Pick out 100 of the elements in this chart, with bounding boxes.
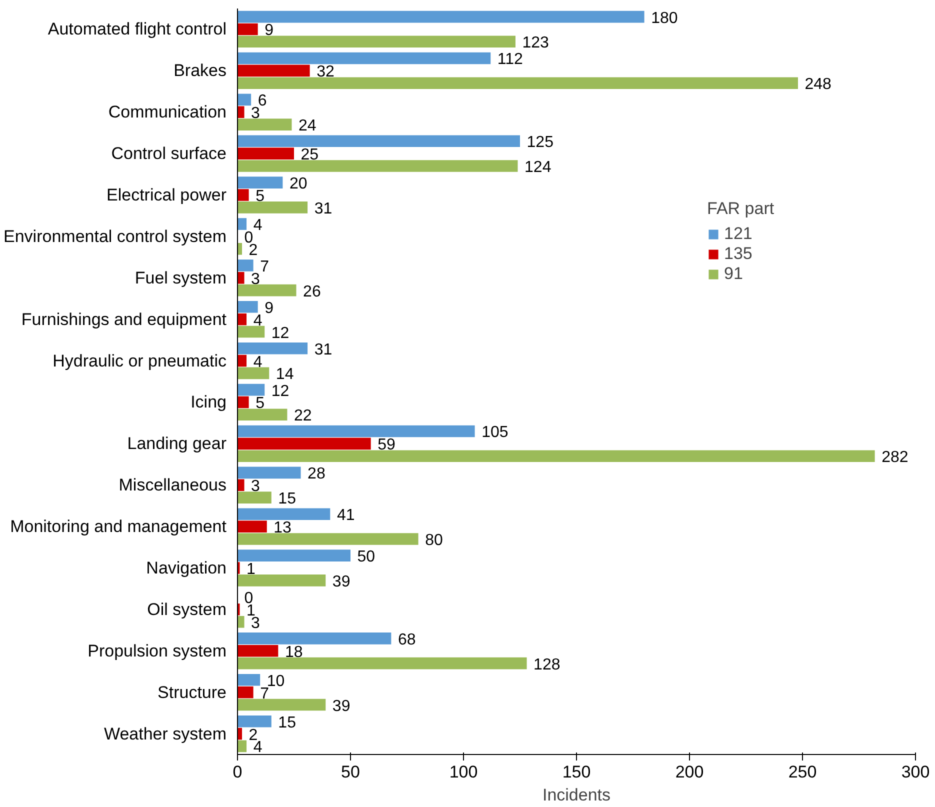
data-label: 31 <box>314 341 332 358</box>
y-tick-label: Environmental control system <box>4 226 227 246</box>
y-tick-label: Brakes <box>174 61 227 80</box>
bar <box>238 52 491 64</box>
data-label: 248 <box>804 76 832 94</box>
data-label: 39 <box>332 698 350 715</box>
bar <box>238 94 252 106</box>
bar <box>238 632 392 644</box>
bar <box>238 284 296 296</box>
y-tick-label: Propulsion system <box>88 641 226 660</box>
x-tick-label: 0 <box>232 762 242 782</box>
data-label: 282 <box>882 449 908 466</box>
data-label: 112 <box>497 51 524 68</box>
bar <box>238 715 272 728</box>
y-tick-label: Communication <box>108 102 227 122</box>
data-label: 28 <box>308 466 326 483</box>
x-tick-label: 100 <box>449 762 478 782</box>
y-tick-label: Oil system <box>147 600 227 619</box>
data-label: 39 <box>332 573 350 590</box>
data-label: 32 <box>316 64 334 81</box>
data-label: 26 <box>303 283 321 300</box>
y-tick-label: Electrical power <box>106 186 227 204</box>
bar <box>238 438 371 450</box>
bar <box>238 686 254 698</box>
y-tick-label: Hydraulic or pneumatic <box>52 351 227 370</box>
y-tick-label: Automated flight control <box>48 20 227 39</box>
data-label: 25 <box>300 146 319 164</box>
bar <box>238 106 244 118</box>
y-tick-label: Icing <box>190 392 227 412</box>
data-label: 3 <box>251 105 260 122</box>
data-label: 4 <box>253 354 262 371</box>
data-label: 13 <box>274 520 292 537</box>
data-label: 4 <box>253 217 262 234</box>
bar <box>238 176 283 188</box>
bar <box>238 342 308 354</box>
bar <box>238 533 418 545</box>
bar <box>238 508 330 520</box>
y-tick-label: Control surface <box>111 144 227 164</box>
bar <box>238 492 272 504</box>
data-label: 123 <box>522 34 550 52</box>
data-label: 5 <box>256 395 265 412</box>
bar <box>238 23 258 36</box>
x-tick-label: 250 <box>788 762 817 782</box>
data-label: 7 <box>260 258 270 276</box>
bar <box>238 242 242 255</box>
data-label: 59 <box>378 436 396 454</box>
data-label: 3 <box>251 270 260 288</box>
bar <box>238 520 267 532</box>
bar <box>238 425 475 438</box>
data-label: 180 <box>651 10 678 27</box>
bar <box>238 202 308 214</box>
y-tick-label: Landing gear <box>127 434 227 454</box>
bar <box>238 408 288 421</box>
y-tick-label: Navigation <box>146 558 226 578</box>
bar <box>238 148 294 160</box>
y-tick-label: Monitoring and management <box>10 517 227 536</box>
bar <box>238 616 244 628</box>
x-axis-title: Incidents <box>542 786 611 804</box>
bar <box>238 657 527 670</box>
data-label: 105 <box>482 424 508 442</box>
bar <box>238 272 244 284</box>
bar <box>238 36 516 48</box>
data-label: 41 <box>336 507 355 524</box>
x-tick-label: 50 <box>341 762 360 782</box>
y-tick-label: Weather system <box>104 724 227 744</box>
bar <box>238 313 247 326</box>
data-label: 9 <box>264 22 274 40</box>
data-label: 5 <box>256 188 265 205</box>
bar <box>238 354 247 367</box>
y-tick-label: Fuel system <box>134 268 227 288</box>
data-label: 24 <box>298 118 316 135</box>
data-label: 125 <box>526 134 554 152</box>
data-label: 50 <box>357 548 376 566</box>
data-label: 124 <box>524 158 552 176</box>
data-label: 3 <box>251 478 260 496</box>
bar <box>238 10 644 23</box>
data-label: 7 <box>260 685 270 702</box>
y-tick-label: Furnishings and equipment <box>21 310 227 329</box>
legend-label: 121 <box>724 224 752 244</box>
bar <box>238 218 247 230</box>
x-tick-label: 300 <box>901 762 930 782</box>
bar <box>238 135 520 148</box>
bar <box>238 300 258 313</box>
data-label: 1 <box>246 561 256 578</box>
data-label: 31 <box>314 200 332 218</box>
bar <box>238 574 326 586</box>
x-tick-label: 200 <box>675 762 704 782</box>
bar <box>238 674 260 686</box>
x-tick-label: 150 <box>562 762 591 782</box>
legend-title: FAR part <box>707 199 774 219</box>
bar <box>238 479 244 492</box>
y-tick-label: Structure <box>158 682 227 702</box>
data-label: 15 <box>278 490 296 508</box>
data-label: 18 <box>284 644 303 661</box>
data-label: 12 <box>271 382 290 400</box>
bar <box>238 450 875 462</box>
bar <box>238 396 249 408</box>
bar <box>238 644 278 657</box>
data-label: 80 <box>425 532 443 549</box>
data-label: 128 <box>534 656 560 674</box>
